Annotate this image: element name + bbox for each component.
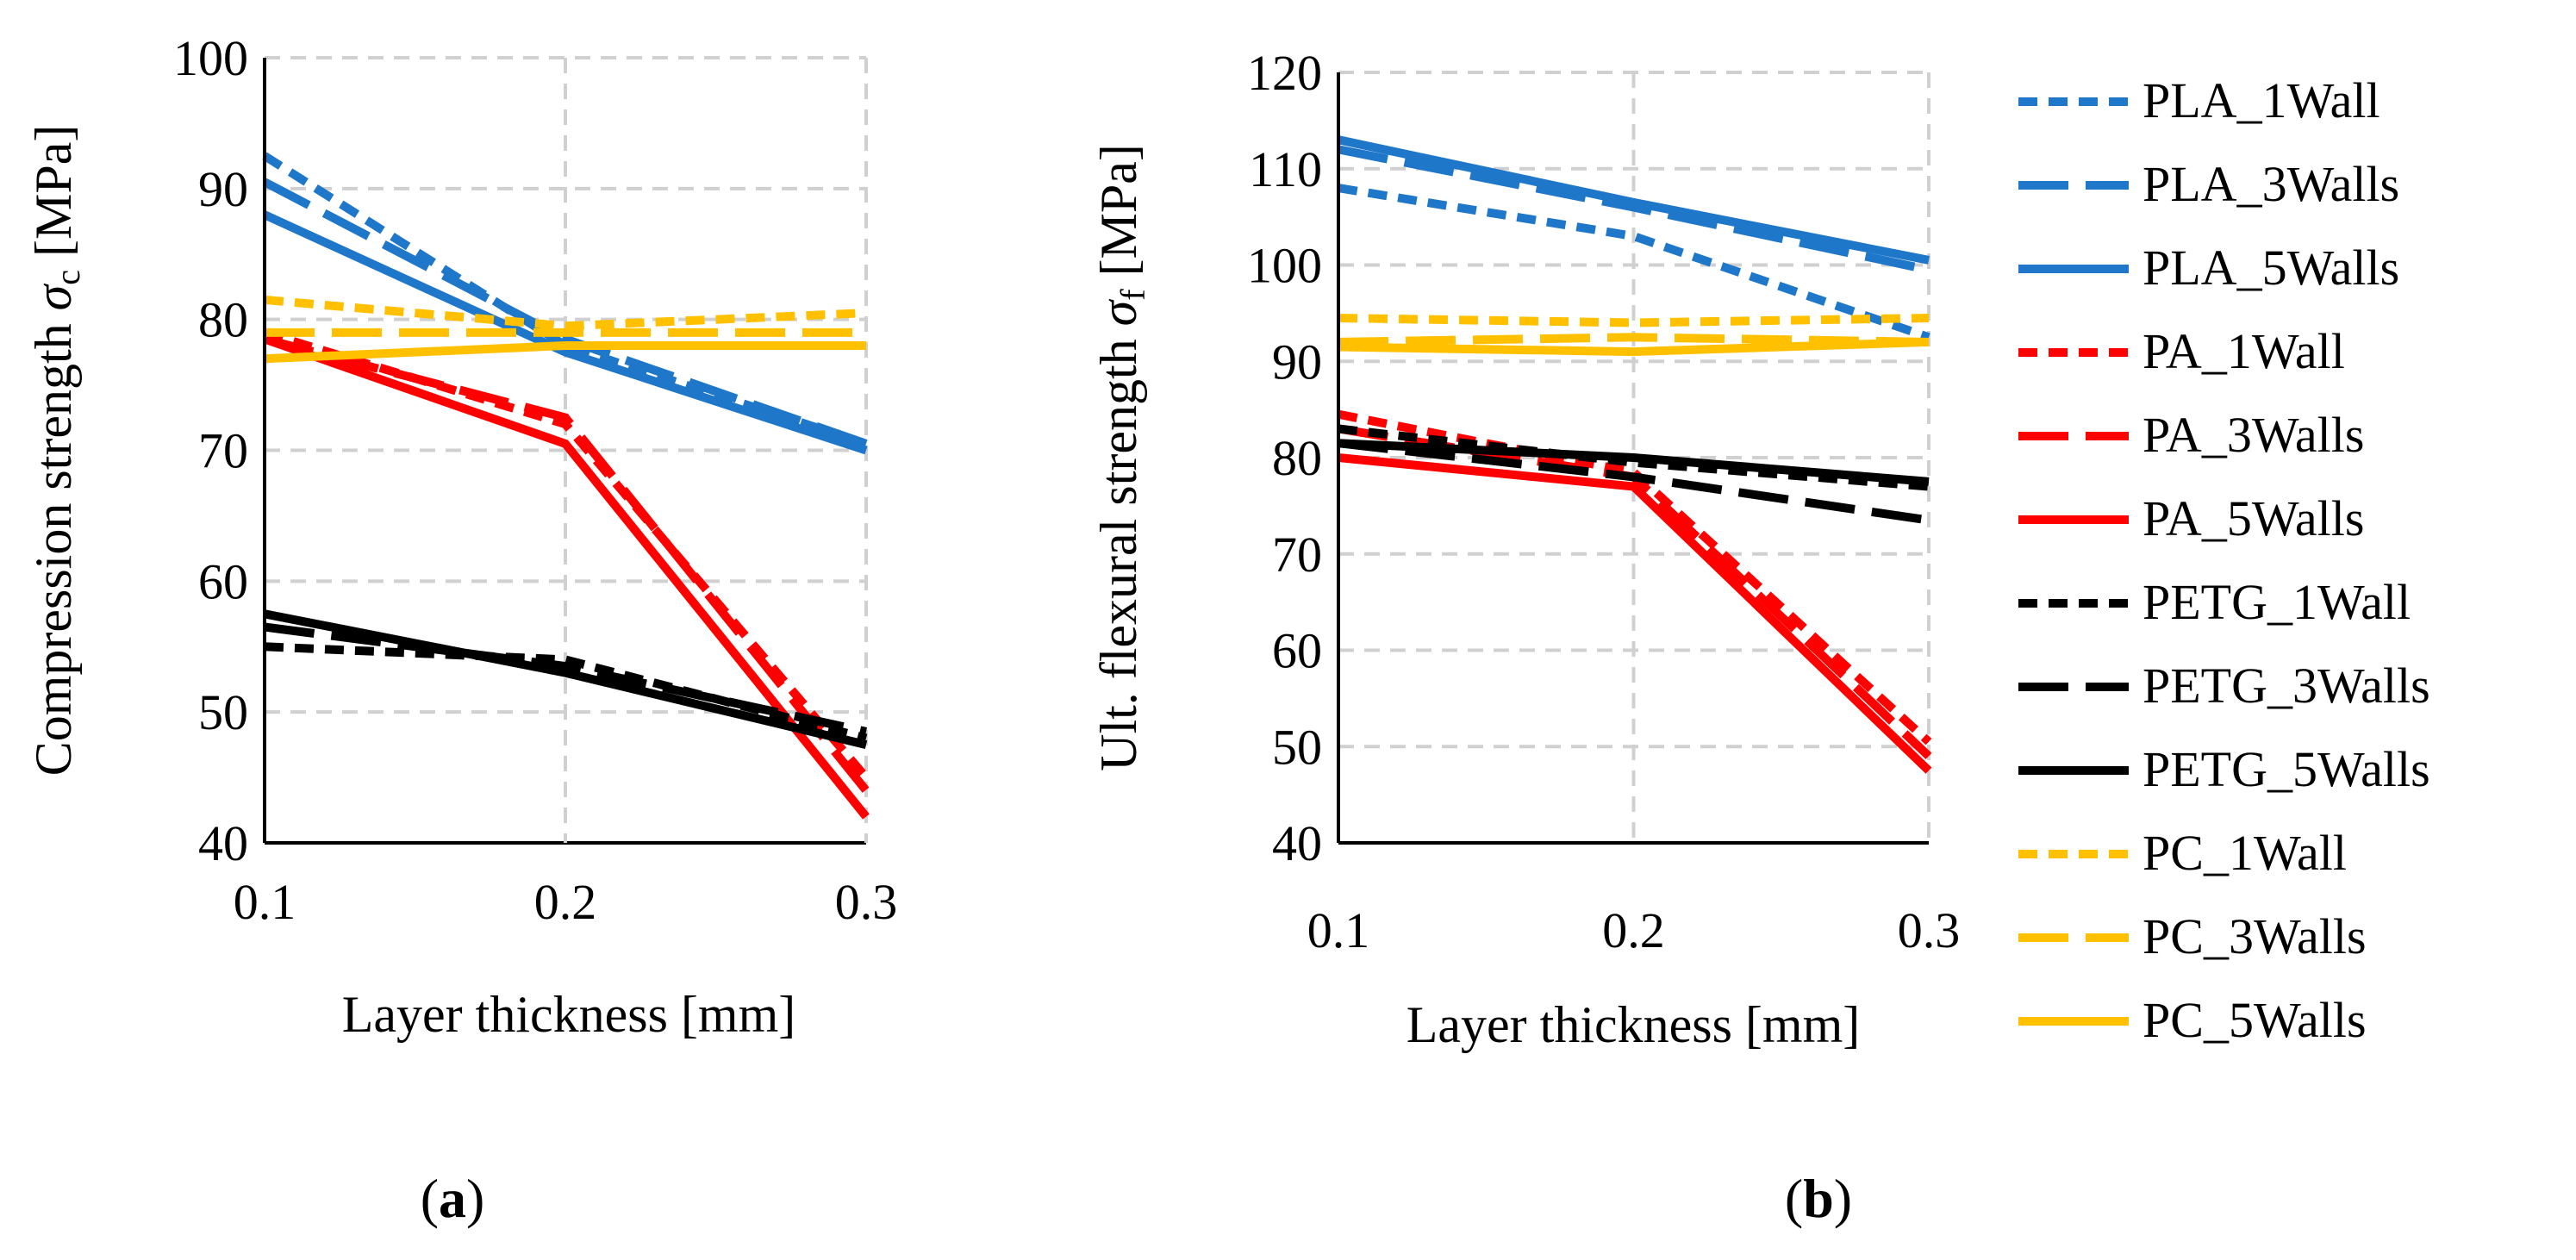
chart-a-y-tick-label: 100	[173, 30, 248, 86]
legend-item-pa-1wall: PA_1Wall	[2018, 323, 2345, 379]
chart-a-y-tick-label: 50	[198, 684, 248, 740]
legend-label-pa-1wall: PA_1Wall	[2143, 323, 2345, 379]
chart-b-series-pa-5walls	[1338, 453, 1932, 774]
chart-b-y-tick-label: 90	[1272, 334, 1322, 390]
chart-b-series-pc-5walls	[1338, 337, 1930, 357]
legend-label-pa-5walls: PA_5Walls	[2143, 490, 2364, 546]
chart-a-series-pc-5walls	[264, 341, 866, 364]
chart-b-series-petg-5walls	[1338, 439, 1930, 486]
legend-label-pla-3walls: PLA_3Walls	[2143, 156, 2399, 212]
chart-b-y-tick-label: 100	[1247, 238, 1322, 294]
chart-b-x-tick-label: 0.2	[1602, 902, 1665, 958]
legend-item-petg-3walls: PETG_3Walls	[2018, 658, 2430, 714]
chart-b-y-tick-label: 70	[1272, 527, 1322, 583]
legend-item-pc-1wall: PC_1Wall	[2018, 825, 2347, 881]
legend-item-petg-1wall: PETG_1Wall	[2018, 574, 2411, 630]
legend-item-pla-1wall: PLA_1Wall	[2018, 72, 2380, 128]
chart-a-y-title-suffix: [MPa]	[25, 125, 82, 270]
chart-b-series-pa-1wall	[1338, 409, 1932, 745]
legend-label-pc-5walls: PC_5Walls	[2143, 992, 2367, 1048]
legend-label-petg-5walls: PETG_5Walls	[2143, 741, 2430, 797]
chart-b-x-tick-label: 0.1	[1307, 902, 1370, 958]
chart-a-y-title-symbol: σ	[25, 283, 82, 310]
chart-b-series-pc-3walls	[1338, 333, 1930, 346]
chart-a-y-ticks: 40 50 60 70 80 90 100	[173, 30, 248, 871]
chart-a-y-tick-label: 90	[198, 161, 248, 217]
chart-b: 40 50 60 70 80 90 100 110 120 0.1 0.2 0.3 Layer th…	[1090, 45, 1960, 1229]
legend-item-pc-3walls: PC_3Walls	[2018, 908, 2367, 964]
chart-a-series-pla-5walls	[262, 210, 868, 455]
legend-label-pa-3walls: PA_3Walls	[2143, 407, 2364, 463]
legend-item-pc-5walls: PC_5Walls	[2018, 992, 2367, 1048]
legend-label-pc-1wall: PC_1Wall	[2143, 825, 2347, 881]
chart-a-series-pla-3walls	[262, 178, 868, 448]
chart-a-y-tick-label: 70	[198, 423, 248, 479]
chart-b-x-ticks: 0.1 0.2 0.3	[1307, 902, 1961, 958]
chart-b-y-axis-title: Ult. flexural strength σf [MPa]	[1090, 144, 1152, 771]
chart-a: 40 50 60 70 80 90 100 0.1 0.2 0.3 Layer thicknes…	[25, 30, 897, 1229]
legend-label-pla-5walls: PLA_5Walls	[2143, 240, 2399, 296]
chart-b-y-title-prefix: Ult. flexural strength	[1090, 326, 1147, 771]
chart-b-y-tick-label: 110	[1249, 141, 1322, 197]
chart-b-y-tick-label: 50	[1272, 719, 1322, 775]
chart-b-y-tick-label: 60	[1272, 623, 1322, 679]
chart-a-series-pa-5walls	[263, 334, 870, 820]
legend-label-pla-1wall: PLA_1Wall	[2143, 72, 2380, 128]
chart-b-y-tick-label: 120	[1247, 45, 1322, 101]
chart-a-series	[262, 152, 870, 820]
chart-a-series-pa-3walls	[263, 334, 870, 794]
chart-a-y-tick-label: 40	[198, 815, 248, 871]
chart-b-series-pla-3walls	[1338, 145, 1930, 274]
chart-a-x-tick-label: 0.1	[234, 874, 296, 930]
chart-a-x-tick-label: 0.3	[835, 874, 898, 930]
legend-item-pla-3walls: PLA_3Walls	[2018, 156, 2399, 212]
chart-b-series-pla-5walls	[1337, 135, 1930, 265]
chart-b-series-petg-1wall	[1338, 424, 1930, 491]
chart-a-series-petg-5walls	[264, 609, 868, 749]
chart-b-series	[1337, 135, 1932, 774]
chart-b-y-title-sub: f	[1113, 289, 1152, 301]
legend-label-pc-3walls: PC_3Walls	[2143, 908, 2367, 964]
legend-item-pa-5walls: PA_5Walls	[2018, 490, 2364, 546]
chart-a-panel-label: (a)	[421, 1168, 485, 1229]
chart-b-y-tick-label: 40	[1272, 815, 1322, 871]
chart-b-series-pla-1wall	[1338, 184, 1930, 342]
legend: PLA_1Wall PLA_3Walls PLA_5Walls PA_1Wall PA_…	[2018, 72, 2430, 1048]
chart-b-grid	[1338, 71, 1930, 845]
chart-b-y-title-suffix: [MPa]	[1090, 144, 1147, 289]
legend-label-petg-1wall: PETG_1Wall	[2143, 574, 2411, 630]
legend-item-petg-5walls: PETG_5Walls	[2018, 741, 2430, 797]
chart-a-series-petg-1wall	[264, 642, 868, 743]
chart-b-series-petg-3walls	[1338, 439, 1930, 525]
chart-a-series-petg-3walls	[264, 622, 868, 736]
chart-b-panel-label: (b)	[1785, 1168, 1852, 1229]
chart-b-x-axis-title: Layer thickness [mm]	[1407, 996, 1861, 1053]
chart-a-x-axis-title: Layer thickness [mm]	[342, 986, 796, 1043]
chart-a-y-title-sub: c	[48, 270, 87, 285]
chart-a-x-ticks: 0.1 0.2 0.3	[234, 874, 898, 930]
chart-b-y-title-symbol: σ	[1090, 298, 1147, 326]
legend-item-pa-3walls: PA_3Walls	[2018, 407, 2364, 463]
chart-b-y-tick-label: 80	[1272, 430, 1322, 486]
chart-a-y-tick-label: 60	[198, 553, 248, 609]
chart-b-x-tick-label: 0.3	[1898, 902, 1961, 958]
legend-item-pla-5walls: PLA_5Walls	[2018, 240, 2399, 296]
chart-a-y-tick-label: 80	[198, 292, 248, 348]
chart-a-series-pc-1wall	[264, 295, 867, 331]
chart-b-series-pc-1wall	[1338, 314, 1930, 327]
chart-b-y-ticks: 40 50 60 70 80 90 100 110 120	[1247, 45, 1322, 871]
chart-a-y-axis-title: Compression strength σc [MPa]	[25, 125, 87, 777]
chart-a-x-tick-label: 0.2	[534, 874, 597, 930]
chart-a-y-title-prefix: Compression strength	[25, 310, 82, 776]
legend-label-petg-3walls: PETG_3Walls	[2143, 658, 2430, 714]
